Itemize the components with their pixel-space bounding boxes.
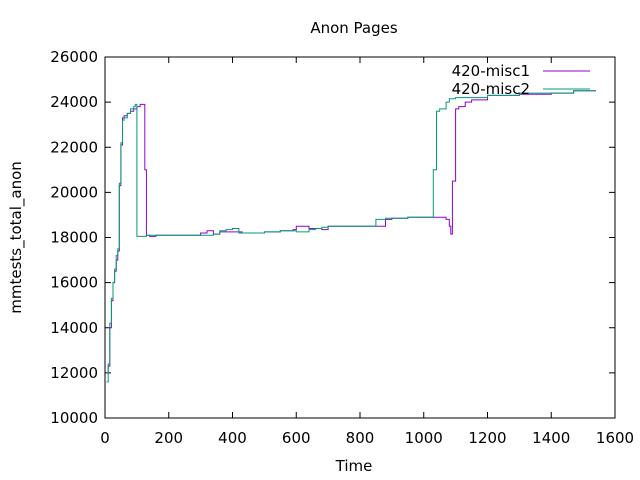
x-tick-label: 0 (100, 429, 110, 447)
y-tick-label: 12000 (50, 364, 98, 382)
x-axis-title: Time (335, 457, 373, 475)
axis-ticks: 1000012000140001600018000200002200024000… (50, 48, 634, 447)
x-tick-label: 1600 (596, 429, 634, 447)
legend-label-420-misc2: 420-misc2 (452, 80, 530, 98)
y-tick-label: 16000 (50, 274, 98, 292)
x-tick-label: 800 (346, 429, 375, 447)
x-tick-label: 200 (154, 429, 183, 447)
series-line-420-misc1 (106, 90, 596, 374)
y-tick-label: 18000 (50, 229, 98, 247)
series-line-420-misc2 (106, 90, 596, 383)
chart-title: Anon Pages (310, 19, 398, 37)
y-tick-label: 14000 (50, 319, 98, 337)
y-tick-label: 20000 (50, 183, 98, 201)
x-tick-label: 1200 (468, 429, 506, 447)
series-layer (106, 90, 596, 383)
x-tick-label: 400 (218, 429, 247, 447)
x-tick-label: 1000 (405, 429, 443, 447)
x-tick-label: 1400 (532, 429, 570, 447)
y-tick-label: 10000 (50, 409, 98, 427)
x-tick-label: 600 (282, 429, 311, 447)
y-tick-label: 22000 (50, 138, 98, 156)
y-tick-label: 24000 (50, 93, 98, 111)
y-tick-label: 26000 (50, 48, 98, 66)
legend-label-420-misc1: 420-misc1 (452, 62, 530, 80)
plot-area-frame (104, 56, 616, 419)
y-axis-title: mmtests_total_anon (7, 161, 26, 314)
